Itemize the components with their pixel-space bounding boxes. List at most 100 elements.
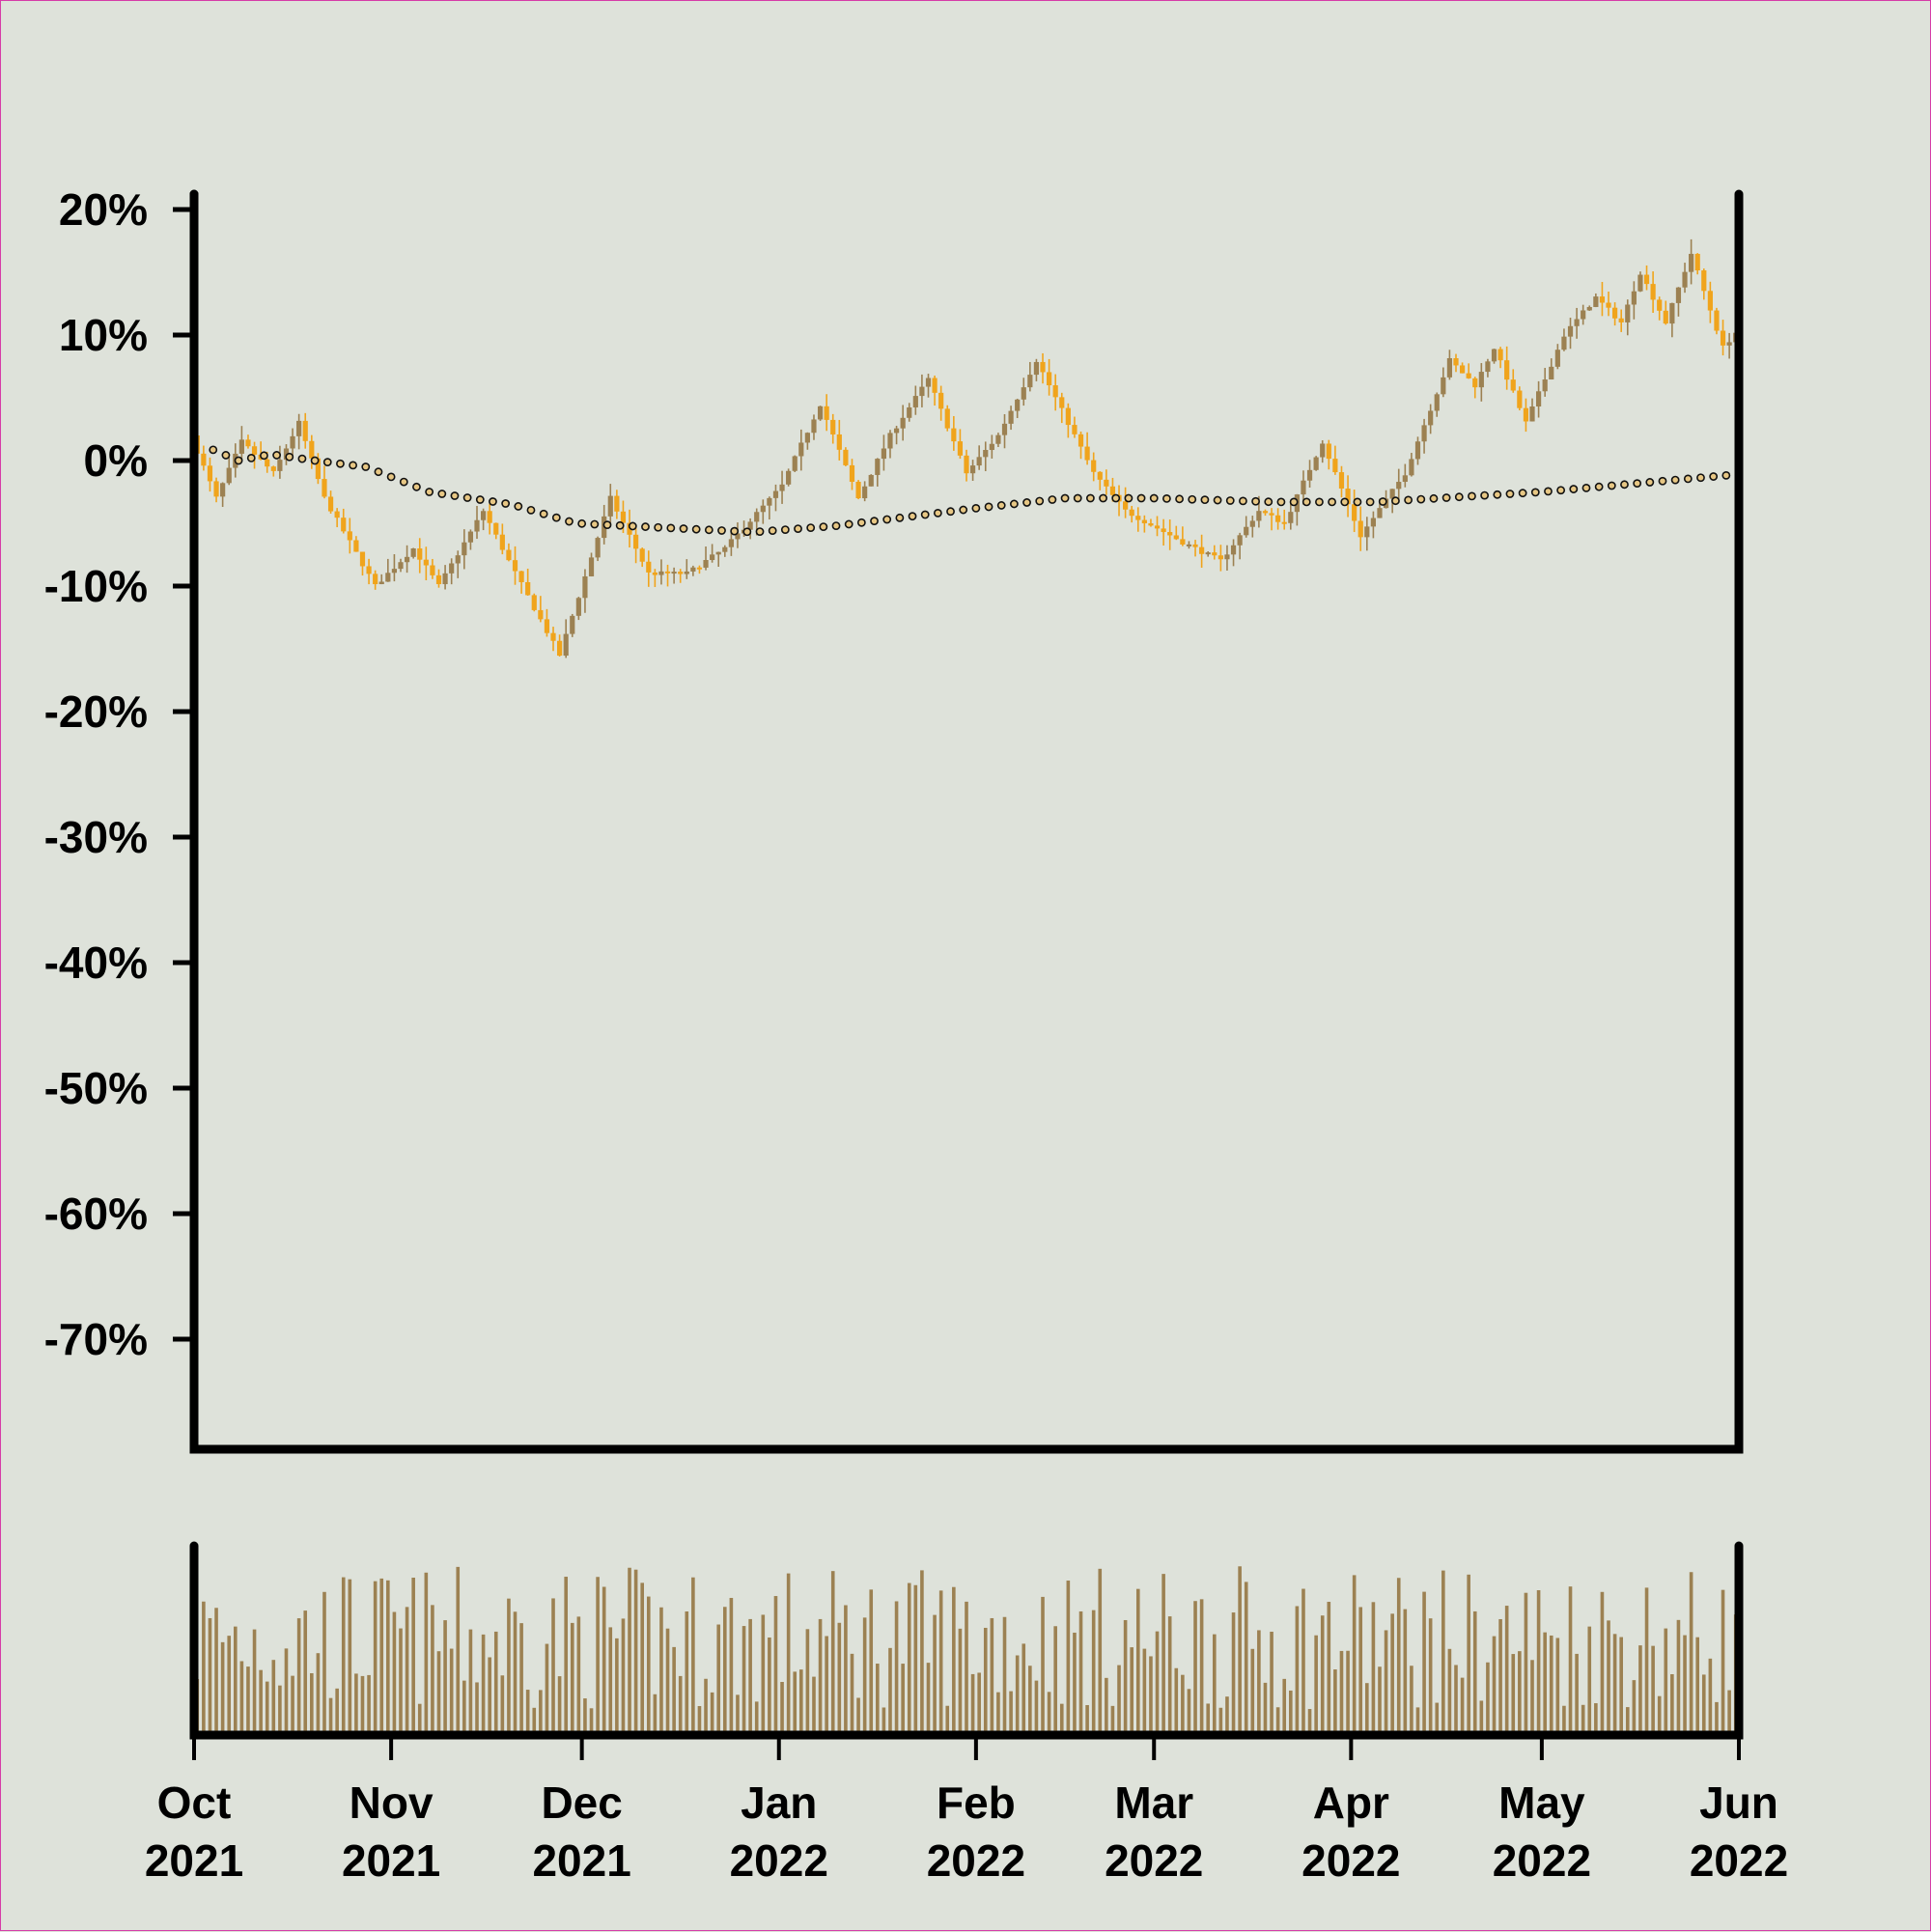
y-tick-label: -30% <box>44 812 148 862</box>
volume-bar <box>462 1680 466 1731</box>
moving-average-point <box>870 517 879 526</box>
volume-bar <box>1651 1645 1655 1731</box>
moving-average-point <box>1721 470 1731 480</box>
moving-average-point <box>1340 497 1350 507</box>
volume-bar <box>1142 1648 1147 1731</box>
moving-average-point <box>1645 478 1655 487</box>
volume-bar <box>1053 1626 1057 1731</box>
volume-bar <box>1078 1610 1083 1731</box>
candle-body <box>404 556 410 563</box>
candle-body <box>1643 274 1650 285</box>
candle-body <box>1262 511 1269 514</box>
candle-body <box>1217 555 1223 560</box>
candle-body <box>830 419 836 434</box>
candle-body <box>1332 459 1338 473</box>
volume-bar <box>1460 1677 1465 1731</box>
volume-bar <box>1390 1613 1394 1731</box>
candle-body <box>1720 330 1726 346</box>
candle-body <box>690 567 696 572</box>
moving-average-point <box>628 521 637 531</box>
candle-body <box>410 548 416 557</box>
volume-bar <box>551 1598 555 1731</box>
candle-body <box>1631 291 1637 305</box>
moving-average-point <box>234 456 243 465</box>
moving-average-point <box>704 525 714 535</box>
candle-body <box>531 595 537 610</box>
candle-body <box>722 546 728 552</box>
volume-bar <box>1428 1618 1433 1731</box>
volume-bar <box>481 1634 486 1731</box>
candle-body <box>220 483 226 497</box>
volume-bar <box>335 1688 339 1731</box>
candle-body <box>1606 302 1611 308</box>
candle-body <box>1275 515 1281 522</box>
volume-bar <box>570 1622 574 1731</box>
volume-bar <box>1333 1669 1337 1731</box>
volume-bar <box>513 1611 518 1731</box>
volume-bar <box>252 1629 257 1731</box>
volume-bar <box>678 1675 683 1731</box>
candle-body <box>290 435 295 449</box>
candle-body <box>1084 446 1090 461</box>
candle-body <box>1008 410 1014 424</box>
candlestick-series <box>194 238 1739 658</box>
x-tick-month-label: Mar <box>1114 1778 1193 1828</box>
moving-average-point <box>1569 485 1579 493</box>
moving-average-point <box>285 452 294 462</box>
volume-bar <box>1289 1690 1293 1731</box>
volume-bar <box>646 1596 651 1731</box>
volume-bar <box>615 1638 619 1731</box>
x-tick-year-label: 2022 <box>730 1835 828 1886</box>
candle-body <box>710 554 715 560</box>
volume-bar <box>1689 1572 1693 1731</box>
volume-bar <box>1727 1690 1731 1731</box>
candle-body <box>487 511 492 523</box>
candle-body <box>1549 366 1554 380</box>
volume-bar <box>1320 1615 1325 1731</box>
candle-body <box>512 560 518 572</box>
candle-body <box>462 542 467 556</box>
volume-bar <box>1250 1648 1255 1731</box>
moving-average-point <box>1315 497 1324 507</box>
y-axis-ticks: 20% 10% 0% -10% -20% -30% -40% -50% -60% -70% <box>44 184 194 1364</box>
moving-average-point <box>1099 493 1107 503</box>
volume-bar <box>1619 1637 1623 1731</box>
candle-body <box>435 574 442 585</box>
candle-body <box>1370 518 1376 527</box>
y-tick-label: -70% <box>44 1314 148 1364</box>
volume-bar <box>493 1631 498 1731</box>
volume-bar <box>837 1622 842 1731</box>
moving-average-point <box>1480 490 1490 500</box>
volume-bar <box>259 1669 263 1731</box>
candle-body <box>1301 480 1306 495</box>
volume-bar <box>1695 1637 1700 1731</box>
volume-bar <box>653 1694 658 1731</box>
candle-body <box>1065 407 1071 426</box>
candle-body <box>754 512 760 522</box>
x-tick-year-label: 2021 <box>145 1835 243 1886</box>
moving-average-point <box>806 523 816 532</box>
moving-average-point <box>1048 495 1057 504</box>
candle-body <box>912 396 918 407</box>
volume-bar <box>1263 1682 1268 1731</box>
volume-bar <box>220 1641 225 1731</box>
candle-body <box>1186 544 1192 546</box>
moving-average-point <box>1658 476 1667 486</box>
volume-bar <box>278 1685 282 1731</box>
volume-bar <box>341 1577 346 1731</box>
y-tick-label: -10% <box>44 561 148 611</box>
candle-body <box>302 420 308 441</box>
volume-bar <box>367 1674 371 1731</box>
volume-bar <box>417 1703 422 1731</box>
moving-average-point <box>1225 496 1235 505</box>
candle-body <box>525 581 531 596</box>
volume-bar <box>913 1584 918 1731</box>
volume-bar <box>208 1617 212 1731</box>
volume-bar <box>303 1610 308 1731</box>
volume-bar <box>1066 1581 1071 1731</box>
volume-bar <box>1110 1705 1115 1731</box>
candle-body <box>557 640 563 657</box>
moving-average-point <box>551 513 561 522</box>
